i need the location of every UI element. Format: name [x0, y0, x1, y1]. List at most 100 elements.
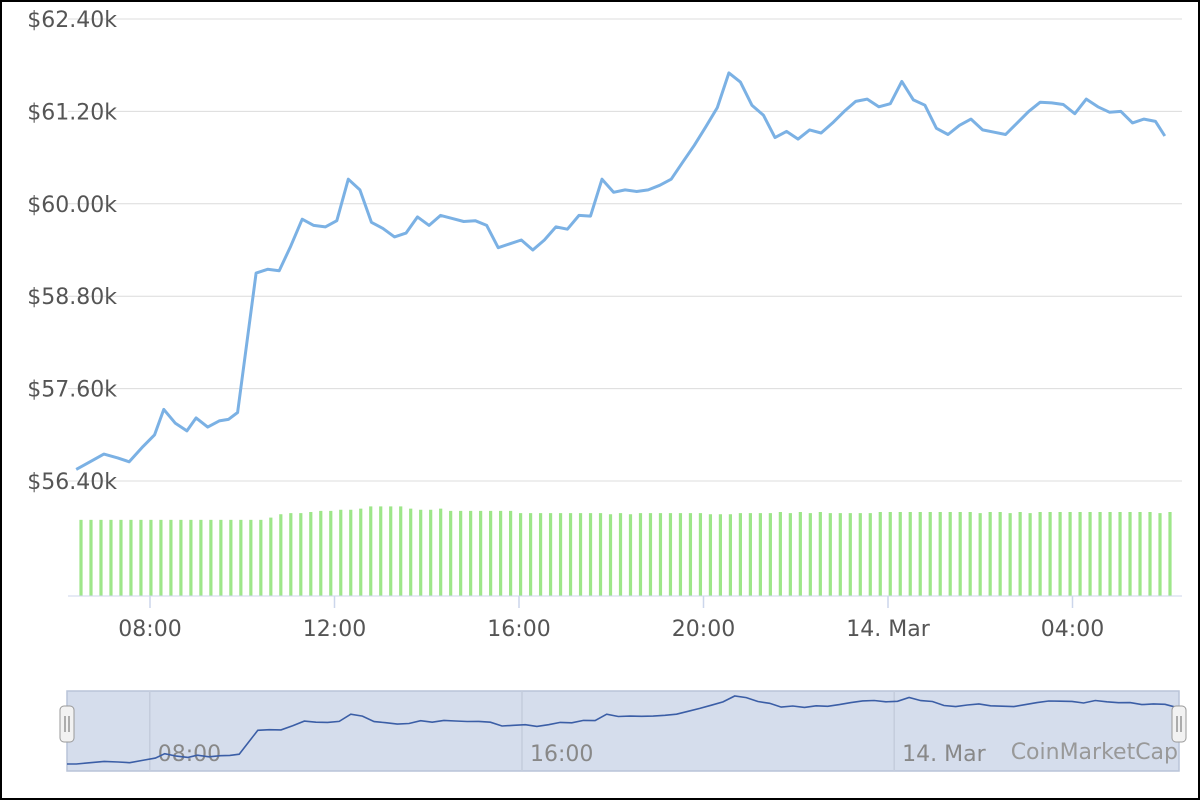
volume-bar [648, 513, 653, 596]
volume-bar [918, 512, 922, 596]
volume-bar [938, 512, 942, 596]
volume-bar [109, 519, 113, 596]
volume-bar [768, 513, 772, 596]
volume-bar [1138, 512, 1142, 596]
volume-bar [578, 513, 583, 596]
volume-bar [309, 512, 313, 596]
volume-bar [349, 509, 353, 596]
volume-bar [149, 519, 153, 596]
x-tick-label: 16:00 [487, 617, 550, 642]
volume-bar [678, 513, 683, 596]
range-navigator[interactable]: 08:00 16:00 14. Mar CoinMarketCap [59, 690, 1187, 772]
volume-bar [1148, 512, 1152, 596]
volume-bar [948, 512, 952, 596]
volume-bar [469, 510, 473, 596]
navigator-right-handle[interactable] [1171, 705, 1187, 743]
volume-bar [718, 514, 723, 596]
volume-bar [239, 519, 243, 596]
x-tick-label: 20:00 [672, 617, 735, 642]
volume-bar [449, 510, 453, 596]
volume-bar [828, 513, 832, 596]
grid-lines [68, 18, 1182, 482]
volume-bar [319, 510, 323, 596]
volume-bar [479, 510, 483, 596]
volume-bar [1008, 513, 1012, 596]
volume-bar [299, 513, 303, 596]
volume-bar [608, 514, 613, 596]
volume-bar [888, 512, 892, 596]
volume-bar [668, 513, 673, 596]
volume-bar [878, 512, 882, 596]
volume-bar [1108, 512, 1112, 596]
x-tick-label: 12:00 [303, 617, 366, 642]
volume-bar [119, 519, 123, 596]
volume-bar [1058, 512, 1062, 596]
volume-bar [219, 519, 223, 596]
volume-bar [658, 513, 663, 596]
volume-bar [928, 512, 932, 596]
volume-bar [509, 510, 513, 596]
volume-bar [818, 512, 822, 596]
volume-bar [538, 513, 543, 596]
price-line [75, 71, 1167, 471]
volume-bar [518, 513, 523, 596]
volume-bar [528, 513, 533, 596]
y-axis-ticks: $56.40k $57.60k $58.80k $60.00k $61.20k $62.4… [27, 8, 117, 495]
volume-bar [1118, 512, 1122, 596]
volume-bar [129, 519, 133, 596]
volume-bar [728, 514, 733, 596]
volume-bar [359, 508, 363, 596]
volume-bars [79, 506, 1172, 596]
navigator-line [67, 695, 1179, 765]
volume-bar [798, 512, 802, 596]
volume-bar [808, 513, 812, 596]
volume-bar [89, 519, 93, 596]
volume-bar [409, 508, 413, 596]
coinmarketcap-watermark: CoinMarketCap [1011, 740, 1178, 765]
volume-bar [848, 513, 852, 596]
navigator-tick-label: 14. Mar [902, 742, 986, 767]
volume-bar [1128, 512, 1132, 596]
handle-grip[interactable] [59, 705, 75, 743]
volume-bar [628, 514, 633, 596]
volume-bar [778, 512, 782, 596]
volume-bar [229, 519, 233, 596]
volume-bar [1088, 512, 1092, 596]
volume-bar [1068, 512, 1072, 596]
volume-bar [79, 519, 83, 596]
volume-bar [269, 517, 273, 596]
volume-bar [1158, 513, 1162, 596]
x-axis: 08:00 12:00 16:00 20:00 14. Mar 04:00 [68, 595, 1182, 642]
volume-bar [1018, 512, 1022, 596]
volume-bar [568, 513, 573, 596]
volume-bar [738, 513, 742, 596]
price-line-layer [75, 71, 1167, 471]
volume-bar [99, 519, 103, 596]
volume-bar [289, 513, 293, 596]
volume-bar [209, 519, 213, 596]
volume-bar [638, 513, 643, 596]
volume-bar [329, 510, 333, 596]
handle-grip[interactable] [1171, 705, 1187, 743]
volume-bar [1078, 512, 1082, 596]
volume-bar [588, 513, 593, 596]
volume-bar [499, 510, 503, 596]
volume-bar [369, 506, 373, 596]
volume-bar [898, 512, 902, 596]
volume-bar [1028, 513, 1032, 596]
navigator-left-handle[interactable] [59, 705, 75, 743]
x-tick-label: 08:00 [118, 617, 181, 642]
volume-bar [389, 506, 393, 596]
volume-bar [758, 513, 762, 596]
volume-bar [429, 509, 433, 596]
volume-bar [788, 513, 792, 596]
volume-bar [868, 513, 872, 596]
volume-bar [1098, 512, 1102, 596]
x-tick-label: 04:00 [1041, 617, 1104, 642]
y-tick-label: $60.00k [27, 193, 117, 218]
volume-bar [558, 513, 563, 596]
volume-bar [598, 513, 603, 596]
volume-bar [139, 519, 143, 596]
x-tick-label: 14. Mar [846, 617, 930, 642]
